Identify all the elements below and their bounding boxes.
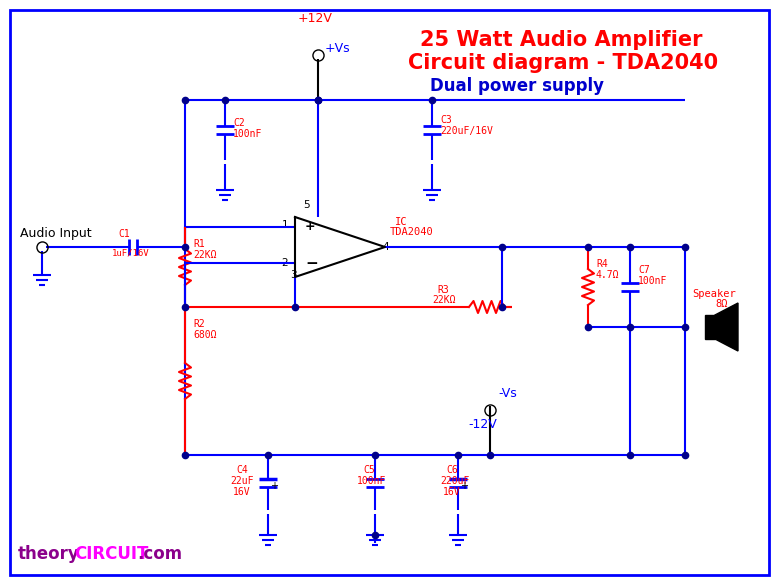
Text: 1uF/16V: 1uF/16V — [112, 249, 150, 258]
Text: Audio Input: Audio Input — [20, 227, 92, 240]
Text: C6: C6 — [446, 465, 458, 475]
Text: .com: .com — [137, 545, 182, 563]
Text: +: + — [270, 481, 278, 491]
Text: 22KΩ: 22KΩ — [432, 295, 456, 305]
Text: +Vs: +Vs — [325, 42, 351, 55]
Text: 4: 4 — [382, 242, 389, 252]
Text: CIRCUIT: CIRCUIT — [74, 545, 148, 563]
Text: 8Ω: 8Ω — [715, 299, 728, 309]
Text: 2: 2 — [281, 258, 288, 268]
Text: 1: 1 — [281, 220, 288, 230]
Polygon shape — [715, 303, 738, 351]
Text: +12V: +12V — [298, 12, 333, 25]
Text: C4: C4 — [236, 465, 248, 475]
Text: −: − — [305, 256, 318, 270]
Text: 5: 5 — [303, 200, 309, 210]
Text: -Vs: -Vs — [498, 387, 516, 400]
Text: C1: C1 — [118, 229, 130, 239]
Text: 4.7Ω: 4.7Ω — [596, 270, 619, 280]
Text: 100nF: 100nF — [233, 129, 263, 139]
Text: R1: R1 — [193, 239, 205, 249]
Text: 25 Watt Audio Amplifier: 25 Watt Audio Amplifier — [420, 30, 703, 50]
Text: 22uF: 22uF — [230, 476, 253, 486]
Text: 3: 3 — [290, 270, 297, 280]
Text: 220uF/16V: 220uF/16V — [440, 126, 493, 136]
Text: Speaker: Speaker — [692, 289, 735, 299]
Text: 100nF: 100nF — [357, 476, 386, 486]
Text: C3: C3 — [440, 115, 452, 125]
Text: IC: IC — [395, 217, 407, 227]
Text: R4: R4 — [596, 259, 608, 269]
Text: Circuit diagram - TDA2040: Circuit diagram - TDA2040 — [408, 53, 718, 73]
Text: 22KΩ: 22KΩ — [193, 250, 217, 260]
Text: R2: R2 — [193, 319, 205, 329]
Text: 680Ω: 680Ω — [193, 330, 217, 340]
Text: 220uF: 220uF — [440, 476, 470, 486]
Text: 16V: 16V — [233, 487, 251, 497]
Text: C2: C2 — [233, 118, 245, 128]
Text: +: + — [460, 481, 468, 491]
Text: C7: C7 — [638, 265, 650, 275]
Text: 16V: 16V — [443, 487, 460, 497]
Text: -12V: -12V — [468, 418, 497, 431]
Text: R3: R3 — [437, 285, 449, 295]
Text: TDA2040: TDA2040 — [390, 227, 434, 237]
Text: +: + — [305, 221, 315, 233]
Bar — [705, 315, 715, 339]
Text: C5: C5 — [363, 465, 375, 475]
Text: Dual power supply: Dual power supply — [430, 77, 604, 95]
Text: 100nF: 100nF — [638, 276, 668, 286]
Text: theory: theory — [18, 545, 79, 563]
